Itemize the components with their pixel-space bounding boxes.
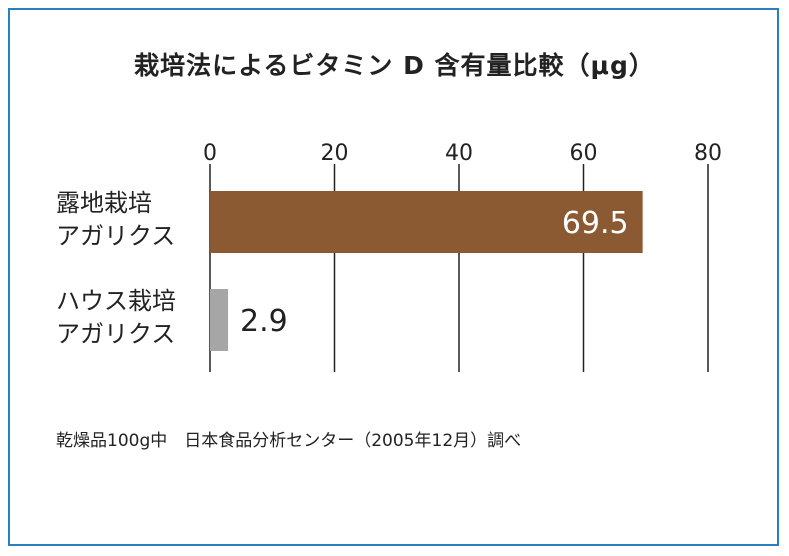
footnote: 乾燥品100g中 日本食品分析センター（2005年12月）調べ xyxy=(56,431,522,451)
bar-2 xyxy=(210,289,229,351)
x-tick-label-0: 0 xyxy=(203,141,217,166)
bar-1 xyxy=(210,191,643,253)
bars xyxy=(210,191,643,351)
value-label-1: 69.5 xyxy=(562,206,629,241)
x-tick-label-80: 80 xyxy=(694,141,722,166)
chart-title: 栽培法によるビタミン D 含有量比較（μg） xyxy=(134,51,655,80)
x-tick-labels: 0 20 40 60 80 xyxy=(203,141,722,166)
chart-frame xyxy=(8,8,779,546)
x-tick-label-40: 40 xyxy=(445,141,473,166)
category-label-2-line-1: ハウス栽培 xyxy=(56,287,176,315)
category-label-2-line-2: アガリクス xyxy=(56,320,175,348)
category-label-1-line-1: 露地栽培 xyxy=(56,189,152,217)
category-label-1-line-2: アガリクス xyxy=(56,222,175,250)
value-label-2: 2.9 xyxy=(240,304,288,339)
x-tick-label-60: 60 xyxy=(570,141,598,166)
value-labels: 69.5 2.9 xyxy=(240,206,629,339)
x-tick-label-20: 20 xyxy=(321,141,349,166)
